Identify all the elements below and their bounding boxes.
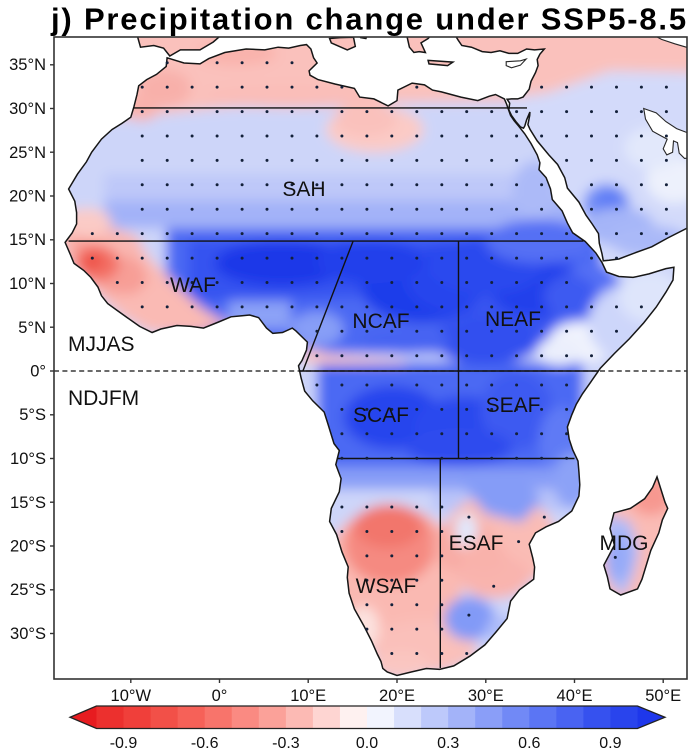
svg-text:0.6: 0.6 xyxy=(518,735,540,752)
svg-text:MDG: MDG xyxy=(600,532,649,555)
svg-text:20°E: 20°E xyxy=(379,687,415,705)
svg-text:SAH: SAH xyxy=(282,178,325,201)
svg-text:NCAF: NCAF xyxy=(352,310,409,333)
svg-text:40°E: 40°E xyxy=(557,687,593,705)
svg-text:30°N: 30°N xyxy=(9,100,46,118)
svg-text:15°S: 15°S xyxy=(10,494,46,512)
svg-text:-0.3: -0.3 xyxy=(272,735,300,752)
svg-text:10°W: 10°W xyxy=(111,687,152,705)
svg-text:10°E: 10°E xyxy=(290,687,326,705)
svg-text:35°N: 35°N xyxy=(9,56,46,74)
svg-text:WSAF: WSAF xyxy=(356,575,417,598)
svg-text:WAF: WAF xyxy=(170,274,216,297)
svg-text:30°E: 30°E xyxy=(468,687,504,705)
svg-text:10°N: 10°N xyxy=(9,275,46,293)
svg-text:30°S: 30°S xyxy=(10,625,46,643)
svg-text:20°S: 20°S xyxy=(10,538,46,556)
svg-text:-0.6: -0.6 xyxy=(191,735,219,752)
svg-text:20°N: 20°N xyxy=(9,188,46,206)
svg-text:50°E: 50°E xyxy=(645,687,681,705)
svg-text:NDJFM: NDJFM xyxy=(68,387,139,410)
svg-text:0.3: 0.3 xyxy=(437,735,459,752)
svg-text:NEAF: NEAF xyxy=(485,308,541,331)
svg-text:15°N: 15°N xyxy=(9,231,46,249)
svg-text:5°N: 5°N xyxy=(18,319,46,337)
svg-text:0°: 0° xyxy=(30,363,46,381)
svg-text:MJJAS: MJJAS xyxy=(68,333,135,356)
svg-text:j) Precipitation change under: j) Precipitation change under SSP5-8.5 xyxy=(50,2,688,37)
svg-text:0.9: 0.9 xyxy=(599,735,621,752)
svg-text:ESAF: ESAF xyxy=(449,532,504,555)
svg-text:SCAF: SCAF xyxy=(353,404,409,427)
svg-text:-0.9: -0.9 xyxy=(110,735,138,752)
svg-text:25°N: 25°N xyxy=(9,144,46,162)
svg-text:25°S: 25°S xyxy=(10,581,46,599)
svg-text:SEAF: SEAF xyxy=(486,394,541,417)
svg-text:5°S: 5°S xyxy=(19,406,46,424)
svg-text:0°: 0° xyxy=(212,687,228,705)
svg-text:0.0: 0.0 xyxy=(356,735,378,752)
svg-text:10°S: 10°S xyxy=(10,450,46,468)
